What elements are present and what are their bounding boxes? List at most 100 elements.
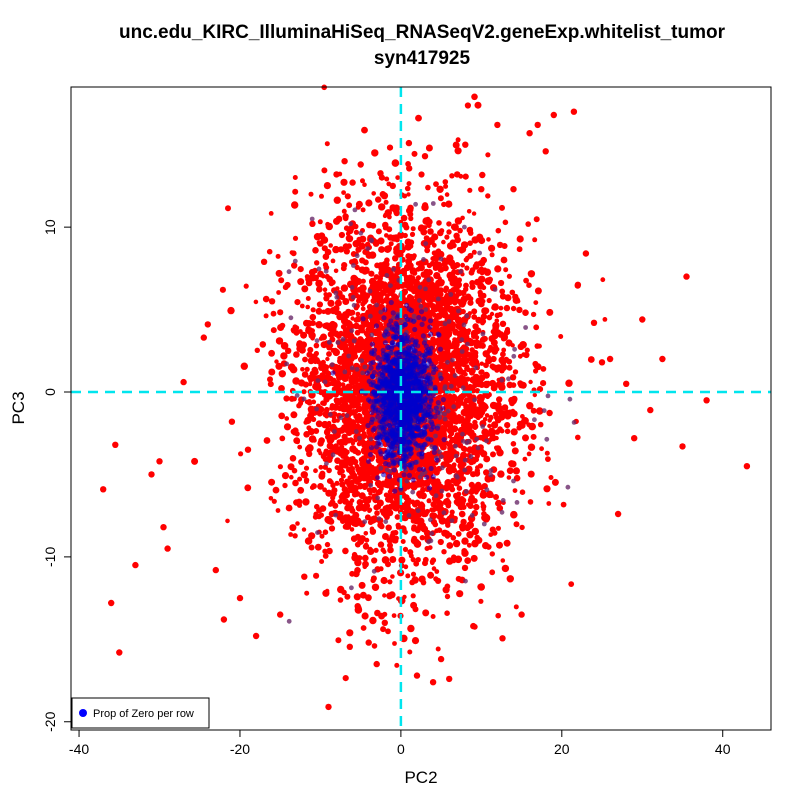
- point-red: [543, 485, 551, 493]
- point-red: [444, 497, 450, 503]
- point-red: [527, 470, 535, 478]
- point-red: [300, 331, 308, 339]
- point-red: [466, 328, 472, 333]
- point-red: [334, 480, 340, 486]
- point-mixed: [369, 238, 374, 244]
- point-red: [536, 386, 544, 393]
- point-red: [444, 518, 451, 524]
- point-red: [472, 323, 479, 330]
- point-red: [355, 239, 362, 245]
- point-mixed: [484, 438, 489, 444]
- point-red: [447, 532, 453, 537]
- point-red: [495, 401, 502, 408]
- point-red: [380, 576, 388, 585]
- point-red: [325, 516, 334, 525]
- point-mixed: [417, 298, 422, 303]
- point-red: [407, 206, 414, 213]
- point-red: [318, 472, 326, 480]
- point-red: [292, 479, 299, 487]
- point-red: [340, 468, 345, 474]
- point-blue: [410, 477, 416, 483]
- point-red: [454, 432, 460, 437]
- point-red: [355, 382, 361, 388]
- point-red: [443, 351, 450, 359]
- point-red: [436, 220, 442, 226]
- point-red: [355, 278, 363, 285]
- point-red: [283, 423, 292, 431]
- point-mixed: [430, 201, 436, 206]
- point-red: [449, 431, 455, 436]
- point-mixed: [453, 453, 459, 459]
- point-mixed: [316, 266, 322, 272]
- point-mixed: [354, 366, 360, 372]
- point-red: [291, 429, 299, 436]
- point-mixed: [369, 332, 375, 338]
- point-red: [495, 525, 501, 531]
- point-red: [373, 336, 379, 342]
- point-red: [297, 444, 303, 450]
- point-red: [530, 407, 537, 414]
- point-red: [368, 468, 375, 474]
- point-red: [225, 518, 230, 524]
- point-red: [512, 467, 521, 475]
- point-red: [291, 201, 299, 209]
- point-red: [280, 342, 289, 350]
- point-red: [396, 596, 401, 601]
- point-red: [364, 514, 371, 521]
- point-red: [450, 464, 456, 470]
- point-red: [394, 283, 402, 290]
- point-red: [458, 510, 466, 518]
- point-red: [489, 551, 495, 557]
- point-red: [466, 542, 472, 548]
- point-red: [289, 524, 297, 532]
- point-red: [306, 351, 313, 358]
- point-red: [375, 456, 383, 464]
- point-red: [277, 464, 283, 470]
- point-red: [527, 443, 536, 451]
- point-red: [480, 503, 487, 510]
- point-red: [373, 547, 379, 553]
- point-red: [289, 455, 297, 462]
- point-red: [289, 474, 294, 480]
- point-red: [406, 274, 414, 282]
- point-mixed: [378, 465, 384, 471]
- point-red: [305, 296, 311, 301]
- point-red: [371, 191, 377, 196]
- point-red: [530, 433, 537, 440]
- point-red: [321, 167, 328, 174]
- point-red: [424, 546, 430, 551]
- point-red: [527, 499, 534, 505]
- point-red: [519, 524, 525, 531]
- point-red: [267, 376, 273, 383]
- point-red: [449, 239, 456, 246]
- point-red: [380, 626, 387, 633]
- point-mixed: [469, 513, 475, 518]
- point-mixed: [446, 319, 452, 324]
- point-red: [479, 434, 486, 441]
- point-red: [510, 510, 518, 519]
- point-red: [347, 475, 353, 480]
- point-red: [461, 564, 469, 572]
- point-red: [387, 579, 393, 585]
- point-mixed: [351, 338, 357, 344]
- point-red: [482, 542, 490, 550]
- point-mixed: [410, 489, 416, 495]
- point-red: [288, 532, 293, 537]
- point-red: [420, 480, 428, 487]
- point-mixed: [411, 313, 417, 319]
- point-red: [489, 363, 496, 370]
- point-red: [478, 485, 484, 491]
- point-mixed: [466, 439, 472, 444]
- point-red: [489, 311, 495, 317]
- point-red: [324, 541, 331, 548]
- point-red: [238, 451, 244, 457]
- point-red: [322, 456, 329, 463]
- point-red: [432, 521, 439, 528]
- point-red: [488, 244, 496, 252]
- point-red: [386, 226, 393, 233]
- point-red: [341, 450, 349, 458]
- point-red: [465, 367, 471, 373]
- point-red: [479, 369, 485, 375]
- point-red: [533, 300, 539, 305]
